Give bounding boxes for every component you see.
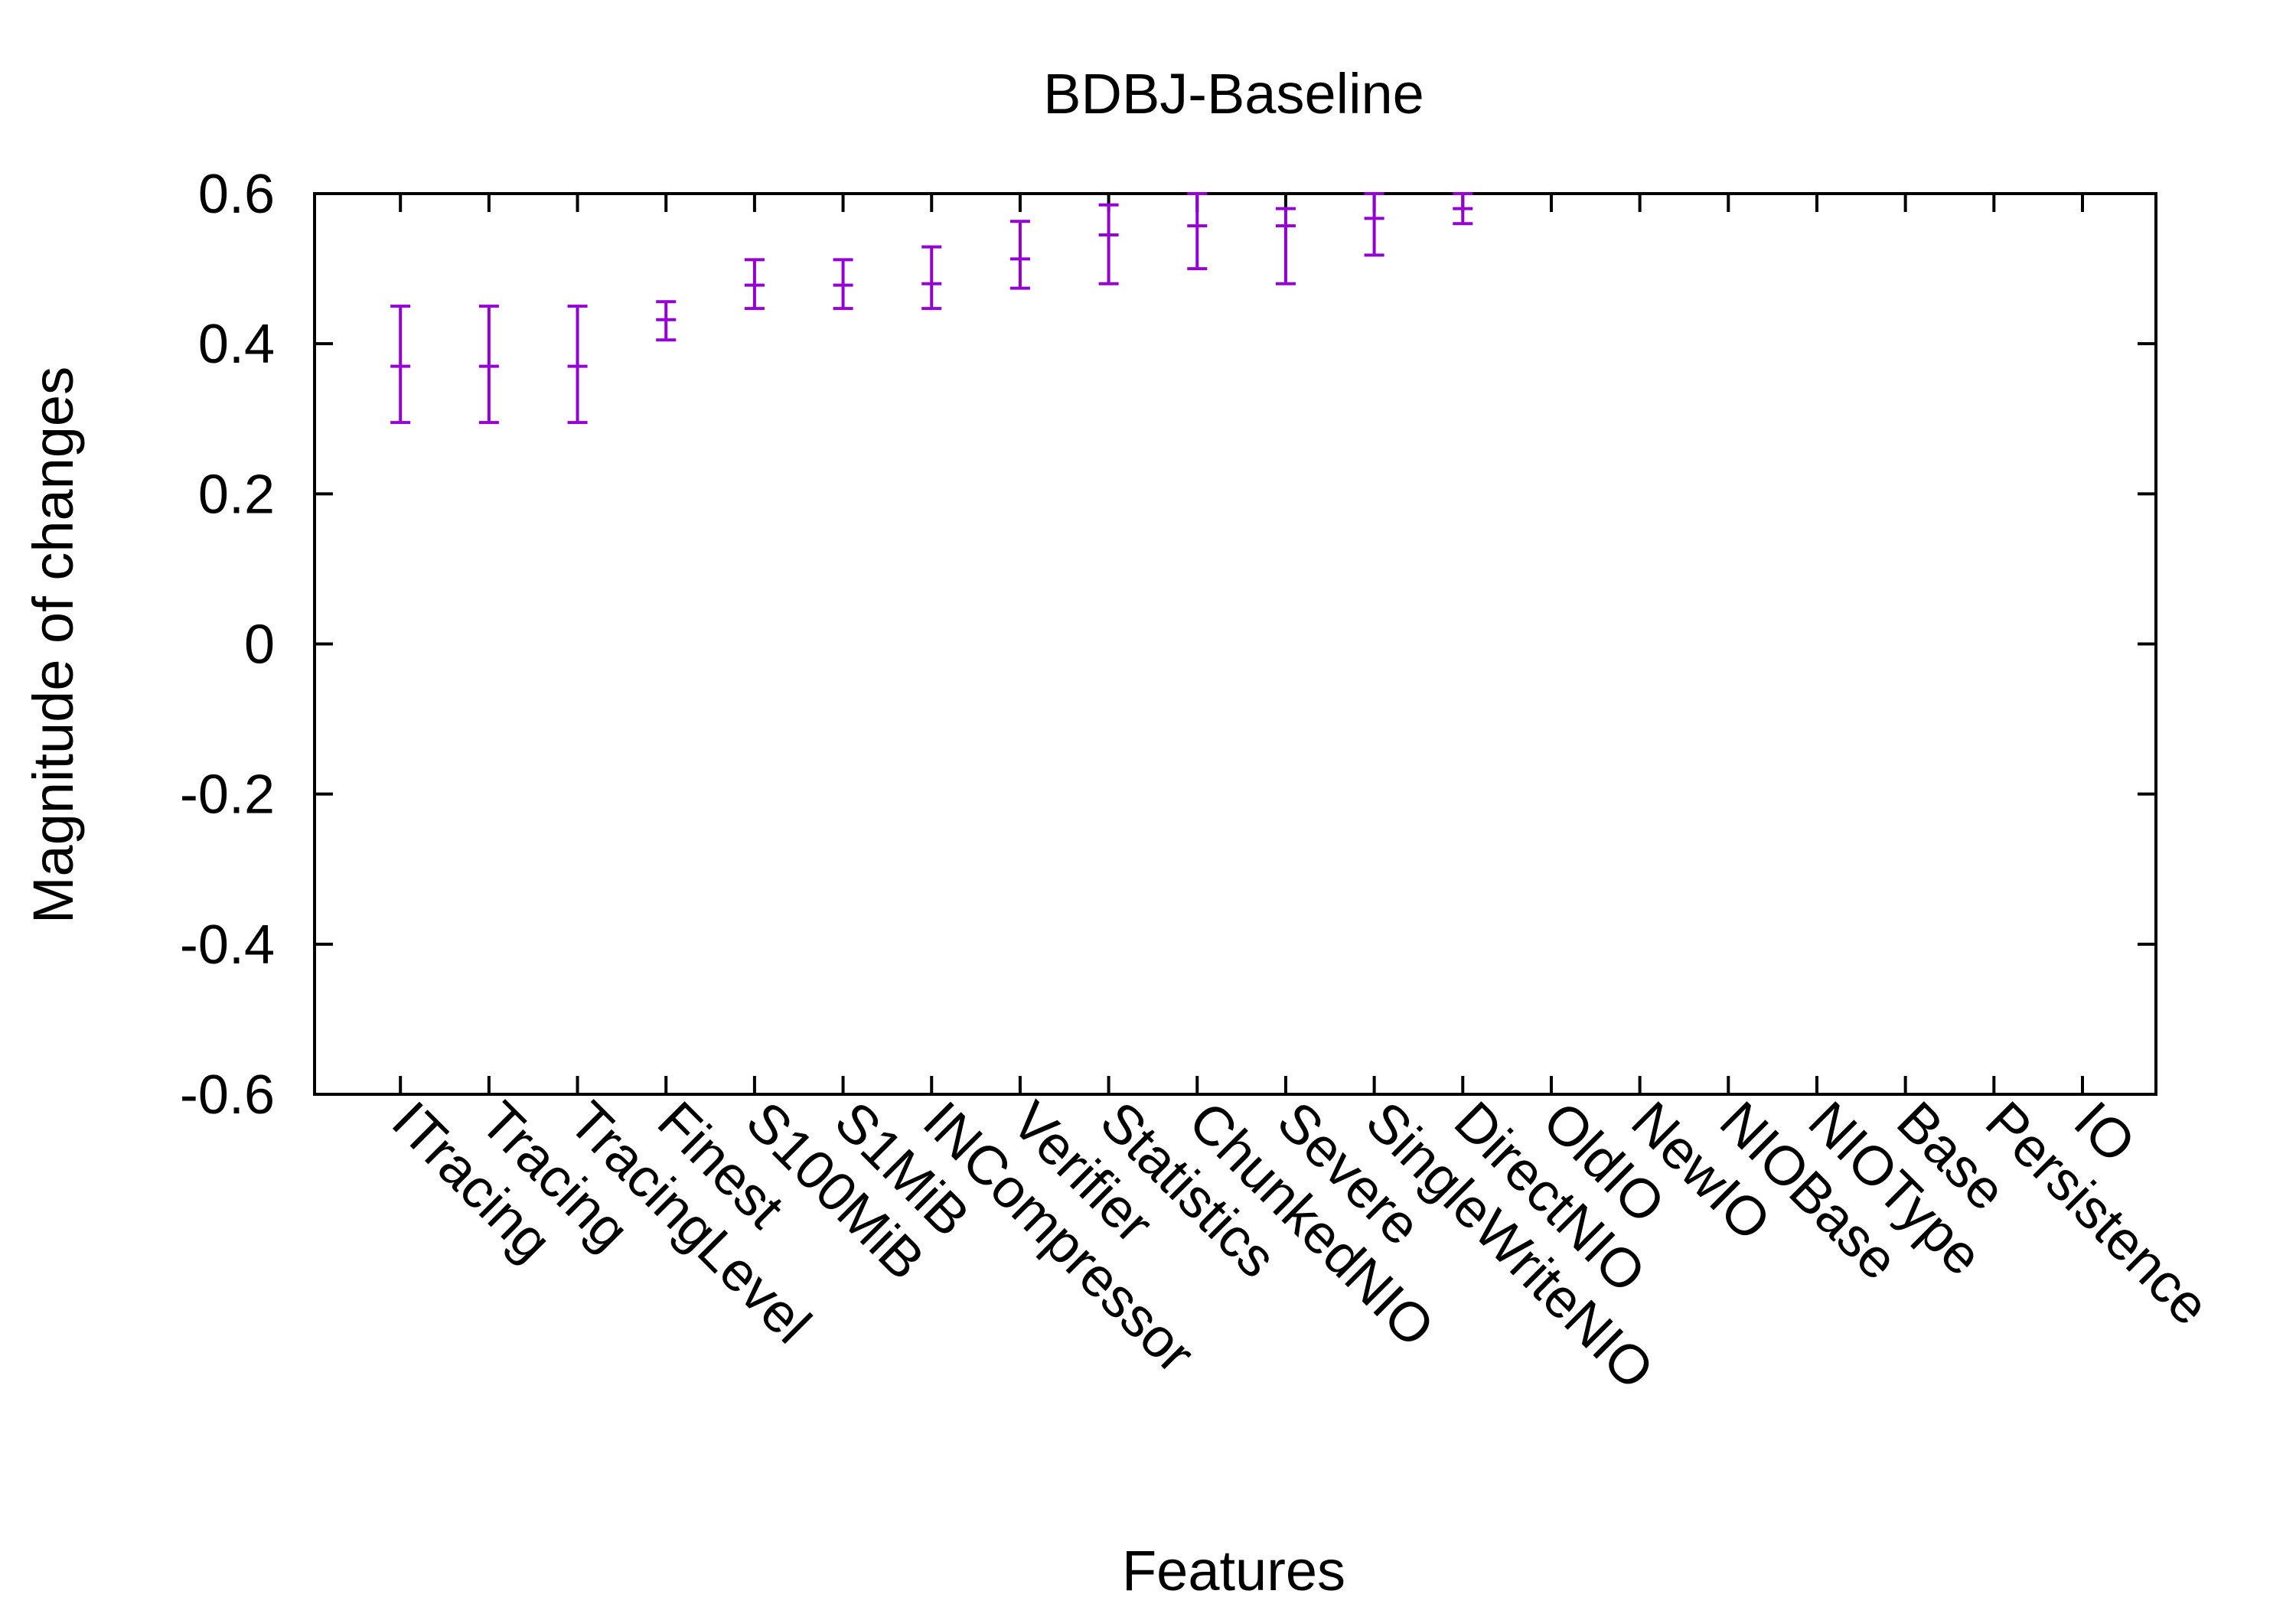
error-bar-point (1453, 192, 1473, 226)
y-axis-label: Magnitude of changes (21, 367, 85, 924)
y-tick-label: 0.6 (198, 164, 275, 225)
x-axis-label: Features (1122, 1539, 1345, 1602)
y-tick-label: 0.2 (198, 464, 275, 525)
error-bar-point (478, 305, 499, 425)
y-axis: 0.6 0.4 0.2 0 -0.2 -0.4 -0.6 (180, 164, 2156, 1126)
error-bar-point (1098, 203, 1119, 285)
error-bar-point (1187, 192, 1208, 271)
y-tick-label: 0.4 (198, 314, 275, 375)
plot-area (313, 192, 2157, 1096)
plot-border (313, 192, 2157, 1096)
error-bar-point (656, 300, 677, 342)
error-bar-point (921, 245, 942, 311)
y-tick-label: -0.6 (180, 1064, 275, 1126)
chart-title: BDBJ-Baseline (1043, 62, 1424, 125)
y-tick-label: -0.2 (180, 764, 275, 826)
error-bar-point (567, 305, 588, 425)
error-bar-point (1364, 192, 1384, 257)
error-bar-point (1009, 220, 1030, 290)
y-tick-label: 0 (244, 614, 275, 676)
error-bar-point (833, 258, 853, 311)
y-tick-label: -0.4 (180, 914, 275, 976)
x-axis: ITracingTracingTracingLevelFinestS100MiB… (380, 194, 2221, 1401)
error-bar-point (744, 258, 765, 311)
error-bar-point (390, 305, 411, 425)
error-bar-series (390, 192, 1473, 425)
error-bar-point (1275, 207, 1296, 285)
